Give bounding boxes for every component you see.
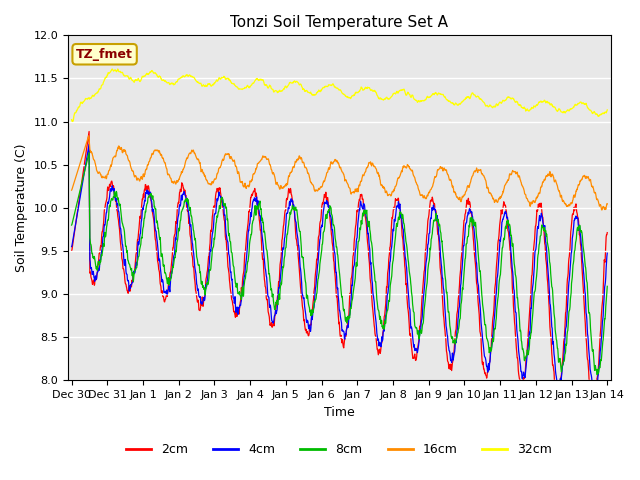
Title: Tonzi Soil Temperature Set A: Tonzi Soil Temperature Set A xyxy=(230,15,449,30)
X-axis label: Time: Time xyxy=(324,406,355,419)
Text: TZ_fmet: TZ_fmet xyxy=(76,48,133,61)
Legend: 2cm, 4cm, 8cm, 16cm, 32cm: 2cm, 4cm, 8cm, 16cm, 32cm xyxy=(122,438,557,461)
Y-axis label: Soil Temperature (C): Soil Temperature (C) xyxy=(15,144,28,272)
